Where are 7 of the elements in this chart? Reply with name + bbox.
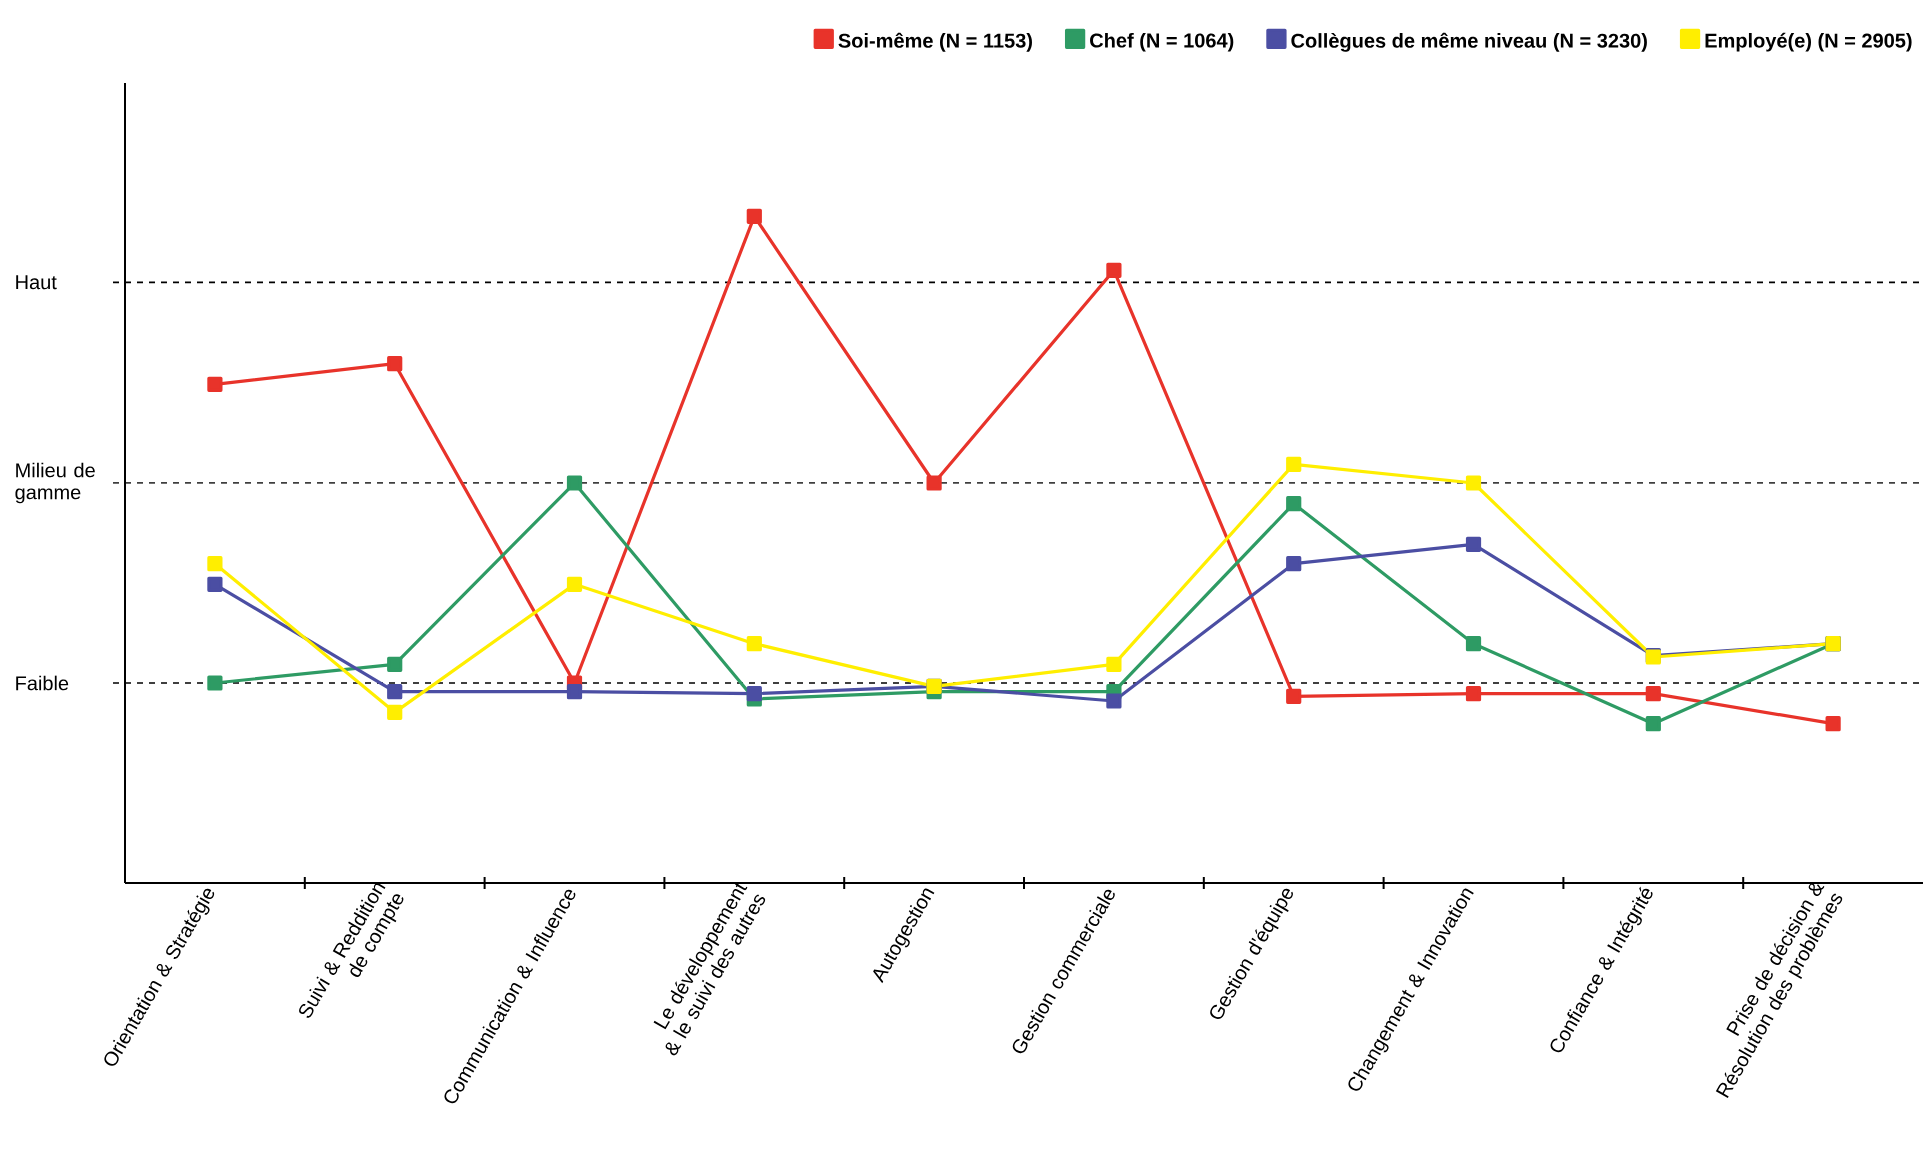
legend-label: Soi-même (N = 1153) — [838, 32, 1032, 52]
legend-label: Collègues de même niveau (N = 3230) — [1291, 32, 1647, 52]
ref-line-label: Haut — [16, 275, 57, 290]
ref-line-label: Milieu de gamme — [15, 462, 95, 504]
legend-label: Employé(e) (N = 2905) — [1705, 32, 1912, 52]
legend-label: Chef (N = 1064) — [1090, 32, 1234, 52]
ref-line-label: Faible — [16, 675, 69, 691]
